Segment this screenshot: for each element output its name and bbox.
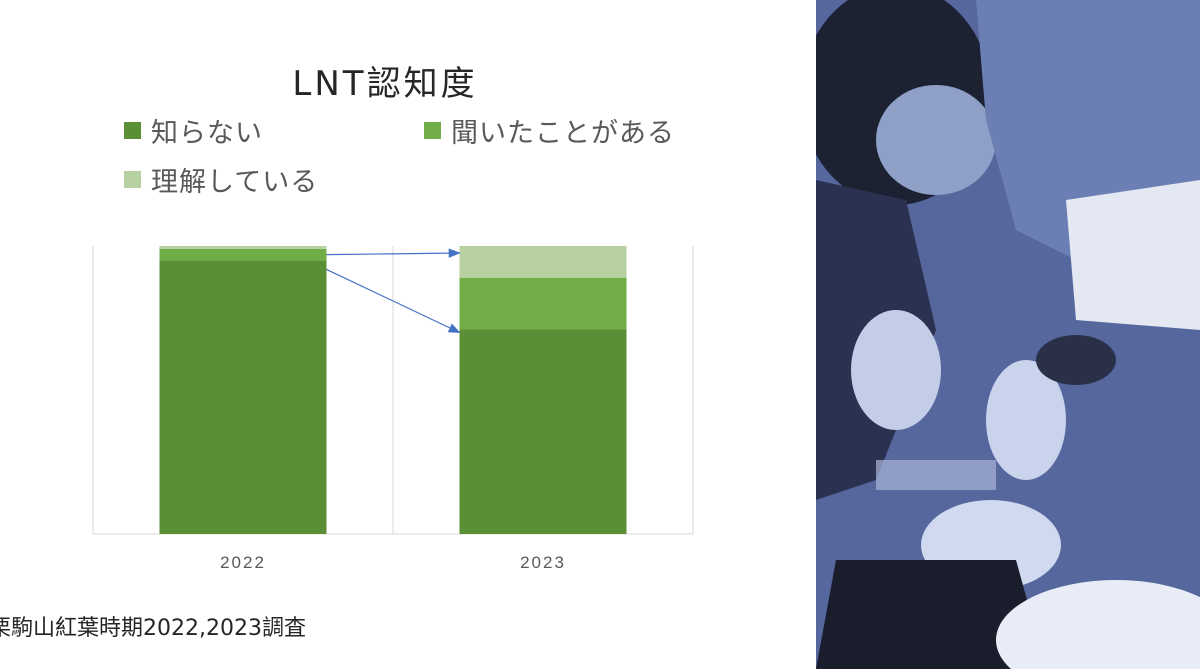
legend-swatch-heard (424, 122, 441, 139)
legend-swatch-unknown (124, 122, 141, 139)
legend-item-unknown: 知らない (124, 111, 263, 150)
bar-2023-series-1 (459, 277, 627, 330)
legend-label-unknown: 知らない (151, 118, 263, 149)
legend-swatch-understand (124, 171, 141, 188)
annotation-arrow-upper (326, 248, 461, 258)
bar-2022-series-0 (159, 260, 327, 534)
legend-label-understand: 理解している (151, 167, 319, 198)
photo-illustration (816, 0, 1200, 669)
bar-2022-series-2 (159, 246, 327, 249)
source-note: 栗駒山紅葉時期2022,2023調査 (0, 616, 306, 641)
photo-people-picking-litter (816, 0, 1200, 669)
legend-item-heard: 聞いたことがある (424, 111, 675, 150)
bar-2022-series-1 (159, 248, 327, 261)
chart-area: LNT認知度 知らない 聞いたことがある 理解している 2022 2023 栗駒山… (0, 64, 694, 641)
x-tick-label: 2023 (520, 553, 566, 572)
bar-2023-series-0 (459, 329, 627, 534)
bar-2023-series-2 (459, 246, 627, 278)
legend-label-heard: 聞いたことがある (451, 118, 675, 149)
x-tick-label: 2022 (220, 553, 266, 572)
legend-item-understand: 理解している (124, 160, 318, 199)
annotation-arrow-lower (326, 268, 461, 334)
chart-title: LNT認知度 (292, 64, 478, 104)
chart-plot: 2022 2023 (92, 246, 694, 572)
